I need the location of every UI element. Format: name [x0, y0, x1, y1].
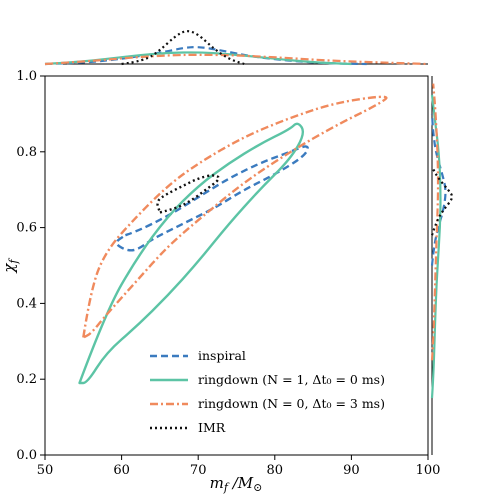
y-tick-label: 0.6	[16, 221, 37, 236]
y-axis-label: χf	[0, 257, 20, 273]
main-plot-frame	[44, 75, 429, 456]
y-tick-label: 0.4	[16, 296, 37, 311]
y-tick-label: 0.2	[16, 372, 37, 387]
legend-label: ringdown (N = 1, Δt₀ = 0 ms)	[198, 372, 385, 387]
x-axis-ticks: 50 60 70 80 90 100	[37, 455, 441, 478]
top-marginal-panel	[44, 30, 429, 66]
legend-label: IMR	[198, 420, 226, 435]
legend-label: inspiral	[198, 348, 246, 363]
legend-label: ringdown (N = 0, Δt₀ = 3 ms)	[198, 396, 385, 411]
right-marginal-panel	[430, 76, 454, 455]
right-marginal-curve	[430, 166, 454, 236]
right-marginal-curve	[430, 83, 440, 361]
main-plot-panel: 50 60 70 80 90 100 0.0 0.2 0.4 0.6 0.8 1.0	[16, 69, 440, 478]
top-marginal-curve	[121, 30, 245, 66]
contour-ringdown	[78, 122, 305, 385]
y-tick-label: 0.0	[16, 448, 37, 463]
contour-inspiral	[115, 145, 309, 252]
y-tick-label: 1.0	[16, 69, 37, 84]
right-marginal-curve	[430, 94, 442, 399]
contour-ringdown	[82, 95, 388, 339]
x-tick-label: 80	[267, 463, 284, 478]
y-tick-label: 0.8	[16, 145, 37, 160]
contour-imr	[156, 174, 220, 214]
top-marginal-curve	[44, 46, 367, 66]
x-tick-label: 60	[113, 463, 130, 478]
contour-layer	[78, 95, 388, 385]
x-tick-label: 90	[343, 463, 360, 478]
top-marginal-curve	[44, 53, 429, 66]
legend: inspiral ringdown (N = 1, Δt₀ = 0 ms) ring…	[150, 348, 385, 435]
top-marginal-curve	[44, 51, 352, 66]
x-axis-label: mf /M⊙	[210, 474, 263, 494]
x-tick-label: 70	[190, 463, 207, 478]
x-tick-label: 50	[37, 463, 54, 478]
y-axis-ticks: 0.0 0.2 0.4 0.6 0.8 1.0	[16, 69, 45, 463]
right-marginal-curve	[430, 113, 447, 266]
x-tick-label: 100	[416, 463, 441, 478]
